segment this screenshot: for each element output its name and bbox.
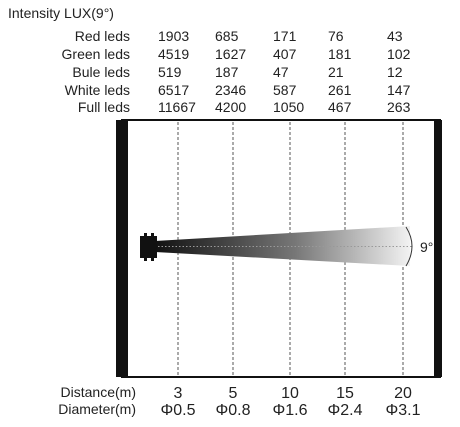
diameter-label: Diameter(m) [58,401,136,417]
distance-value: 10 [281,385,299,402]
beam-angle-label: 9° [420,239,433,255]
lux-value: 467 [328,99,352,115]
fixture-icon [140,233,157,261]
lux-value: 4519 [158,46,190,62]
lux-value: 519 [158,64,182,80]
row-label: Full leds [77,99,130,115]
lux-value: 685 [215,28,239,44]
distance-label: Distance(m) [60,384,136,400]
lux-value: 11667 [158,99,196,115]
beam-angle-arc [405,226,413,267]
lux-value: 43 [387,28,403,44]
lux-value: 1627 [215,46,247,62]
lux-value: 4200 [215,99,247,115]
diameter-value: Φ3.1 [385,402,421,419]
distance-value: 20 [394,385,412,402]
distance-value: 3 [173,385,183,402]
diameter-value: Φ0.5 [160,402,196,419]
lux-value: 1050 [273,99,305,115]
lux-value: 147 [387,82,411,98]
lux-value: 587 [273,82,297,98]
light-beam [155,226,410,266]
lux-value: 102 [387,46,411,62]
lux-value: 171 [273,28,297,44]
lux-value: 181 [328,46,352,62]
row-label: Red leds [74,28,130,44]
lux-value: 76 [328,28,344,44]
lux-value: 47 [273,64,289,80]
lux-value: 21 [328,64,344,80]
distance-value: 5 [228,385,238,402]
lux-value: 187 [215,64,239,80]
lux-value: 6517 [158,82,190,98]
distance-value: 15 [336,385,354,402]
intensity-title: Intensity LUX(9°) [8,5,114,21]
diameter-value: Φ1.6 [272,402,308,419]
lux-value: 407 [273,46,297,62]
right-wall [434,120,442,377]
diameter-value: Φ0.8 [215,402,251,419]
row-label: Bule leds [72,64,130,80]
left-wall [116,120,128,377]
row-label: Green leds [61,46,130,62]
row-label: White leds [64,82,130,98]
lux-value: 1903 [158,28,190,44]
lux-value: 261 [328,82,352,98]
lux-value: 2346 [215,82,247,98]
diameter-value: Φ2.4 [327,402,363,419]
lux-value: 12 [387,64,403,80]
lux-value: 263 [387,99,411,115]
